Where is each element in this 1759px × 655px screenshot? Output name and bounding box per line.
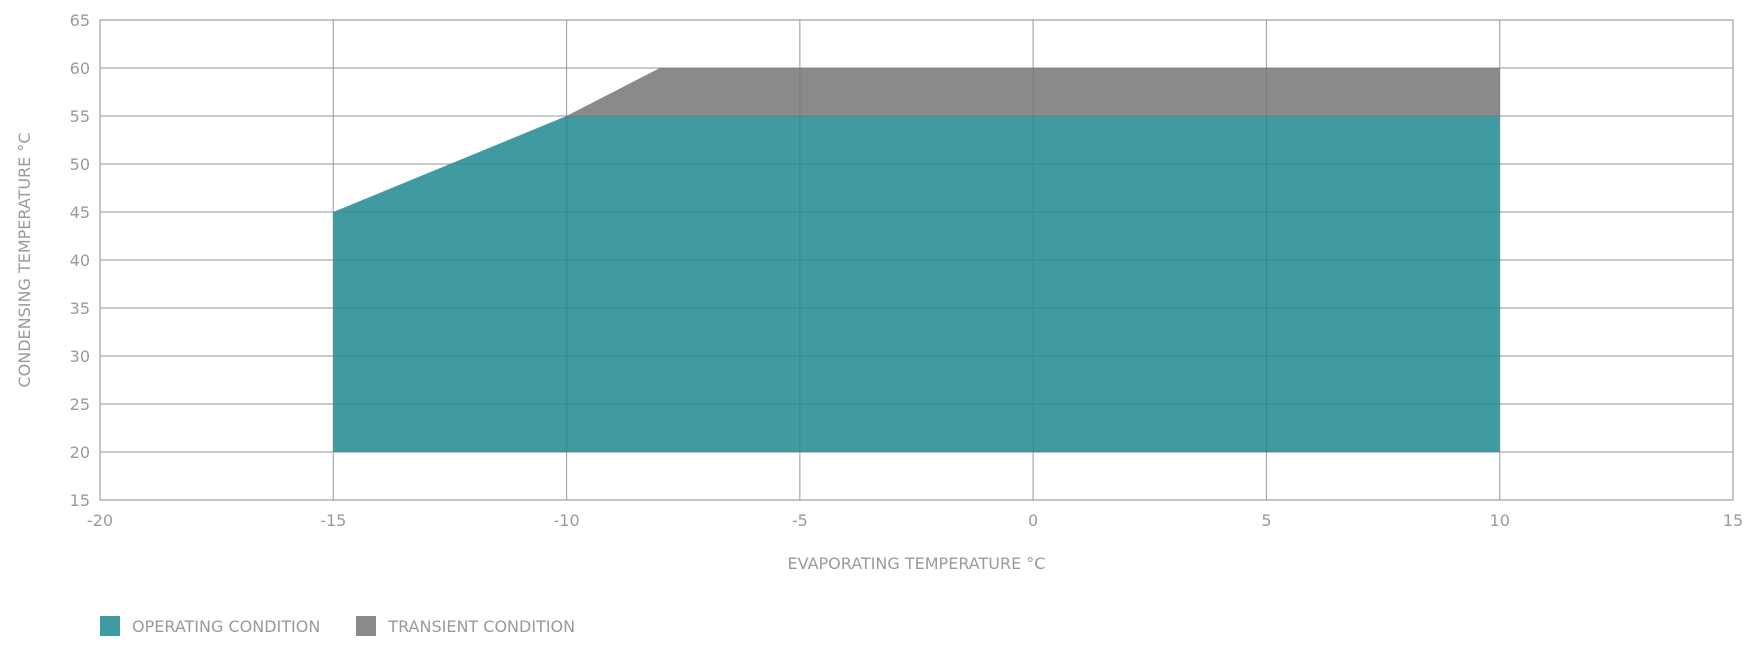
y-axis-title: CONDENSING TEMPERATURE °C [15,132,34,387]
x-tick-label: 15 [1723,511,1743,530]
y-tick-label: 25 [70,395,90,414]
legend-item-transient[interactable]: TRANSIENT CONDITION [356,616,575,636]
x-axis-title: EVAPORATING TEMPERATURE °C [788,554,1046,573]
legend-label-transient: TRANSIENT CONDITION [388,616,576,636]
legend-swatch-operating [100,616,120,636]
x-tick-label: -20 [87,511,113,530]
y-tick-label: 15 [70,491,90,510]
y-tick-label: 20 [70,443,90,462]
areas [333,68,1500,452]
legend-swatch-transient [356,616,377,636]
legend: OPERATING CONDITION TRANSIENT CONDITION [100,616,611,636]
legend-item-operating[interactable]: OPERATING CONDITION [100,616,320,636]
y-tick-label: 65 [70,11,90,30]
x-tick-label: 5 [1261,511,1271,530]
y-tick-label: 55 [70,107,90,126]
transient-condition-area [566,68,1500,116]
operating-condition-area [333,116,1500,452]
y-tick-label: 35 [70,299,90,318]
x-tick-label: 10 [1490,511,1510,530]
grid-overlay [99,19,1734,501]
legend-label-operating: OPERATING CONDITION [132,616,321,636]
y-tick-label: 60 [70,59,90,78]
y-tick-label: 45 [70,203,90,222]
x-tick-label: 0 [1028,511,1038,530]
tick-labels: 15 20 25 30 35 40 45 50 55 60 65 -20 -15 -10 -5 0 5 10 15 [70,11,1744,530]
y-tick-label: 50 [70,155,90,174]
y-tick-label: 30 [70,347,90,366]
x-tick-label: -15 [320,511,346,530]
y-tick-label: 40 [70,251,90,270]
x-tick-label: -5 [792,511,808,530]
x-tick-label: -10 [554,511,580,530]
